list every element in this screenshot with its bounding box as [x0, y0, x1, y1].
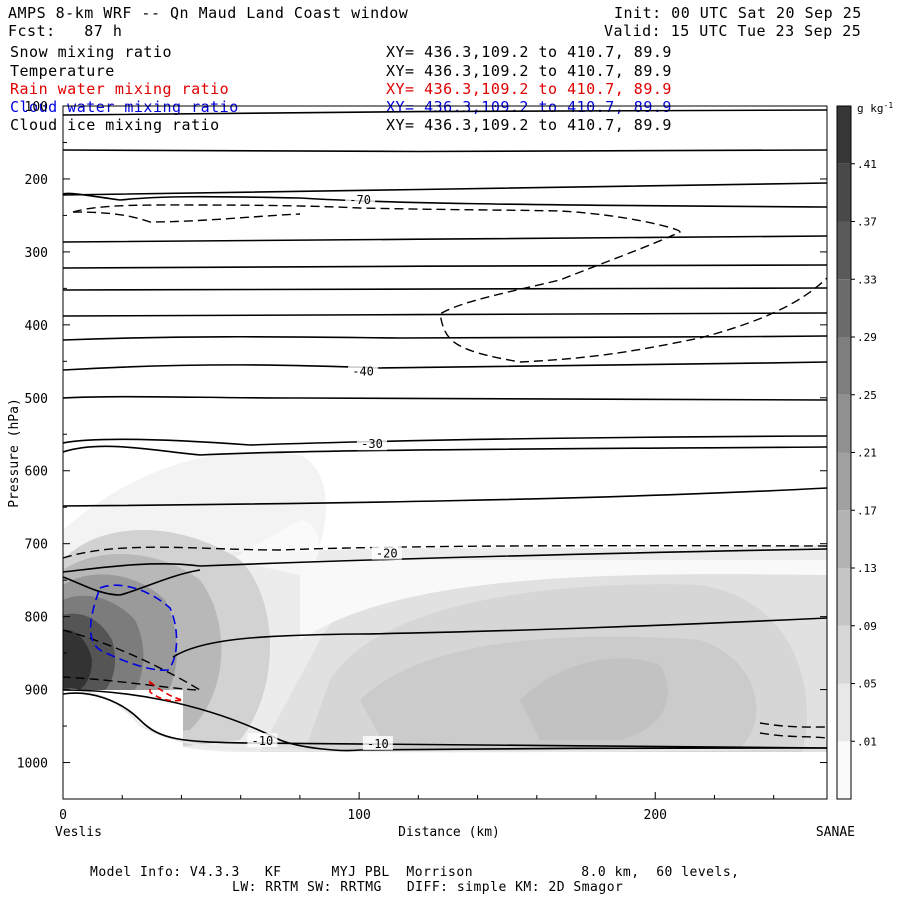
- colorbar-unit: g kg-1: [857, 101, 893, 115]
- valid-time: Valid: 15 UTC Tue 23 Sep 25: [604, 22, 862, 40]
- y-tick-label: 700: [25, 538, 48, 553]
- y-tick-label: 800: [25, 611, 48, 626]
- cloud-ice-contours: [63, 204, 827, 739]
- colorbar-swatch: [837, 337, 851, 395]
- temp-label: -30: [361, 437, 383, 451]
- colorbar-swatch: [837, 625, 851, 684]
- footer-physics-info: LW: RRTM SW: RRTMG DIFF: simple KM: 2D S…: [232, 880, 624, 895]
- rain-water-contour: [149, 680, 184, 702]
- temp-label-bg: [362, 736, 393, 751]
- x-tick-label: 100: [347, 808, 370, 823]
- legend-xy-cloud-ice: XY= 436.3,109.2 to 410.7, 89.9: [386, 116, 672, 134]
- colorbar-tick-label: .13: [857, 562, 877, 575]
- plot-frame: [62, 105, 828, 800]
- temp-label-bg: [348, 363, 379, 378]
- footer-model-info: Model Info: V4.3.3 KF MYJ PBL Morrison 8…: [90, 865, 740, 880]
- y-tick-label: 900: [25, 684, 48, 699]
- x-axis: 0 100 200: [59, 792, 775, 823]
- colorbar-swatch: [837, 106, 851, 164]
- y-tick-label: 500: [25, 392, 48, 407]
- y-axis-label: Pressure (hPa): [7, 398, 22, 508]
- colorbar-tick-label: .33: [857, 273, 877, 286]
- isotherms: [63, 109, 827, 752]
- init-time: Init: 00 UTC Sat 20 Sep 25: [614, 4, 862, 22]
- legend-label-cloud-water: Cloud water mixing ratio: [10, 98, 239, 116]
- colorbar-tick-label: .41: [857, 158, 877, 171]
- y-tick-label: 200: [25, 173, 48, 188]
- colorbar-swatch: [837, 221, 851, 280]
- legend-label-rain: Rain water mixing ratio: [10, 80, 230, 98]
- temp-label: -70: [349, 193, 371, 207]
- y-tick-label: 400: [25, 319, 48, 334]
- x-tick-label: 0: [59, 808, 67, 823]
- colorbar-tick-label: .09: [857, 620, 877, 633]
- colorbar-tick-label: .25: [857, 389, 877, 402]
- temp-label: -10: [252, 734, 274, 748]
- colorbar-swatch: [837, 683, 851, 742]
- legend-label-cloud-ice: Cloud ice mixing ratio: [10, 116, 220, 134]
- legend-xy-snow: XY= 436.3,109.2 to 410.7, 89.9: [386, 43, 672, 61]
- temp-label-bg: [371, 545, 402, 560]
- snow-shading: [63, 451, 827, 799]
- colorbar-swatch: [837, 279, 851, 337]
- x-axis-label: Distance (km): [398, 825, 500, 840]
- colorbar-tick-label: .01: [857, 735, 877, 748]
- temperature-labels: -70 -40 -30 -20 -10 -10: [247, 191, 402, 751]
- colorbar-tick-label: .17: [857, 504, 877, 517]
- cloud-water-contour: [89, 584, 178, 671]
- temp-label: -20: [376, 547, 398, 561]
- colorbar-swatch: [837, 741, 851, 799]
- colorbar-swatch: [837, 510, 851, 568]
- temp-label-bg: [247, 733, 278, 748]
- colorbar-tick-label: .29: [857, 331, 877, 344]
- legend-xy-temperature: XY= 436.3,109.2 to 410.7, 89.9: [386, 62, 672, 80]
- y-axis: 100 200 300 400 500 600 700 800 900 1000: [17, 100, 827, 800]
- colorbar-swatch: [837, 568, 851, 626]
- temp-label-bg: [345, 191, 376, 206]
- colorbar-swatch: [837, 163, 851, 222]
- temp-label: -10: [367, 737, 389, 751]
- legend-label-snow: Snow mixing ratio: [10, 43, 173, 61]
- x-tick-label: 200: [644, 808, 667, 823]
- colorbar-swatch: [837, 394, 851, 453]
- colorbar-tick-label: .05: [857, 678, 877, 691]
- legend-label-temperature: Temperature: [10, 62, 115, 80]
- x-left-end-label: Veslis: [55, 825, 102, 840]
- temp-label-bg: [356, 436, 387, 451]
- legend-xy-rain: XY= 436.3,109.2 to 410.7, 89.9: [386, 80, 672, 98]
- y-tick-label: 1000: [17, 757, 48, 772]
- colorbar-swatch: [837, 452, 851, 511]
- x-right-end-label: SANAE: [816, 825, 855, 840]
- y-tick-label: 600: [25, 465, 48, 480]
- temp-label: -40: [352, 364, 374, 378]
- forecast-hour: Fcst: 87 h: [8, 22, 123, 40]
- colorbar-tick-label: .21: [857, 447, 877, 460]
- colorbar: .01 .05 .09 .13 .17 .21 .25 .29 .33 .37 .41: [836, 105, 877, 800]
- y-tick-label: 100: [25, 100, 48, 115]
- y-tick-label: 300: [25, 246, 48, 261]
- colorbar-tick-label: .37: [857, 216, 877, 229]
- chart-title: AMPS 8-km WRF -- Qn Maud Land Coast wind…: [8, 4, 409, 22]
